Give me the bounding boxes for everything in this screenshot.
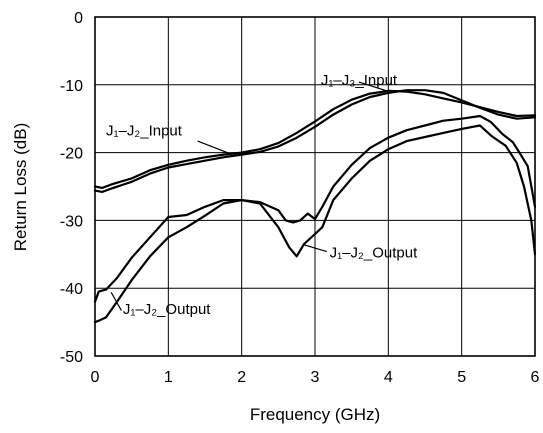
annotation-label-0: J₁–J₃_Input (321, 72, 398, 89)
series-line-2 (93, 114, 537, 303)
annotation-label-1: J₁–J₂_Input (106, 123, 183, 140)
x-tick-label-5: 5 (457, 369, 466, 386)
y-axis-label: Return Loss (dB) (11, 123, 30, 252)
annotation-leader-3 (110, 291, 122, 311)
series-line-0 (93, 89, 537, 189)
x-tick-label-1: 1 (164, 369, 173, 386)
y-tick-label-5: -50 (60, 349, 83, 366)
y-tick-label-0: 0 (74, 10, 83, 27)
x-axis-label: Frequency (GHz) (250, 405, 380, 424)
annotation-leader-0 (358, 81, 388, 92)
annotation-leader-2 (303, 244, 327, 253)
annotation-leaders (110, 81, 388, 311)
y-tick-label-2: -20 (60, 146, 83, 163)
x-tick-label-0: 0 (91, 369, 100, 386)
grid-lines (95, 17, 535, 356)
y-tick-label-3: -30 (60, 213, 83, 230)
annotation-leader-1 (197, 140, 231, 155)
y-tick-labels: 0 -10 -20 -30 -40 -50 (60, 10, 83, 366)
annotation-label-3: J₁–J₂_Output (123, 301, 211, 318)
series-group (93, 89, 537, 324)
y-tick-label-4: -40 (60, 281, 83, 298)
series-line-1 (93, 89, 537, 193)
x-tick-label-3: 3 (311, 369, 320, 386)
x-tick-label-6: 6 (531, 369, 540, 386)
annotation-label-2: J₁–J₂_Output (330, 245, 418, 262)
annotations: J₁–J₃_Input J₁–J₂_Input J₁–J₂_Output J₁–J₂_… (106, 72, 418, 318)
x-tick-label-4: 4 (384, 369, 393, 386)
x-tick-label-2: 2 (237, 369, 246, 386)
series-line-3 (93, 124, 537, 324)
x-tick-labels: 0 1 2 3 4 5 6 (91, 369, 540, 386)
plot-frame (94, 16, 536, 357)
y-tick-label-1: -10 (60, 78, 83, 95)
